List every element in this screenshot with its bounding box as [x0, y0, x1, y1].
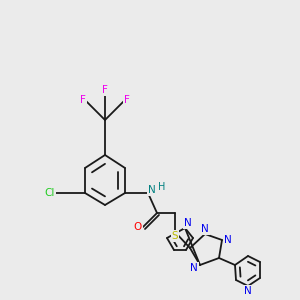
Text: F: F [124, 95, 130, 105]
Text: N: N [148, 185, 156, 195]
Text: N: N [244, 286, 252, 296]
Text: N: N [184, 218, 192, 228]
Text: H: H [158, 182, 166, 192]
Text: F: F [102, 85, 108, 95]
Text: F: F [80, 95, 86, 105]
Text: O: O [134, 222, 142, 232]
Text: Cl: Cl [45, 188, 55, 198]
Text: N: N [190, 263, 198, 273]
Text: N: N [201, 224, 209, 234]
Text: N: N [224, 235, 232, 245]
Text: S: S [172, 231, 178, 241]
